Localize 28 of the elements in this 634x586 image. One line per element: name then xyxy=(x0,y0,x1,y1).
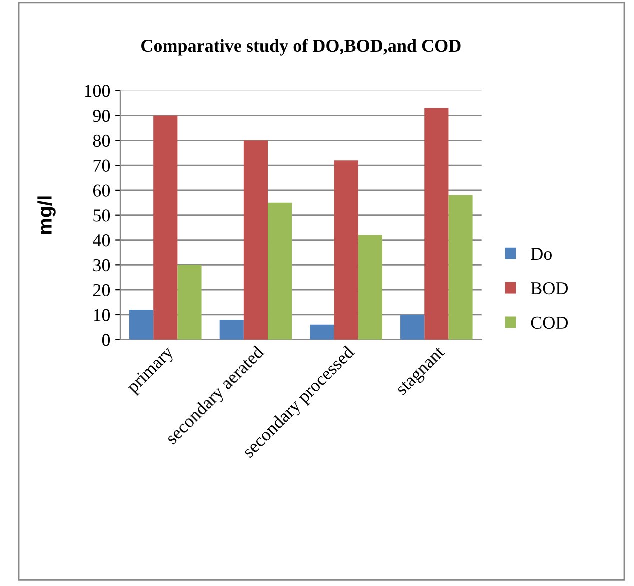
bar xyxy=(220,320,244,340)
chart-title: Comparative study of DO,BOD,and COD xyxy=(142,39,461,56)
y-tick-label: 50 xyxy=(94,210,110,222)
y-tick-label: 80 xyxy=(93,134,110,148)
y-tick-label: 10 xyxy=(94,309,110,322)
bar xyxy=(448,195,473,340)
bar xyxy=(268,202,292,340)
bar xyxy=(310,324,334,340)
y-tick-label: 20 xyxy=(93,284,110,297)
bar xyxy=(129,310,154,340)
legend-label: BOD xyxy=(531,282,568,295)
y-tick-label: 60 xyxy=(93,184,110,197)
bar xyxy=(358,235,382,340)
legend-label: COD xyxy=(531,316,568,330)
y-tick-label: 0 xyxy=(102,334,110,346)
y-axis-title: mg/l xyxy=(38,196,56,234)
y-tick-label: 30 xyxy=(94,259,110,272)
bar xyxy=(334,160,358,340)
y-tick-label: 90 xyxy=(93,110,110,122)
y-tick-label: 100 xyxy=(85,85,110,98)
bar xyxy=(244,140,268,340)
bar xyxy=(178,265,202,340)
y-tick-label: 70 xyxy=(94,160,110,172)
bar xyxy=(424,108,449,340)
bar xyxy=(154,116,178,340)
bar xyxy=(400,314,425,340)
y-tick-label: 40 xyxy=(93,234,110,247)
legend-label: Do xyxy=(531,248,552,260)
